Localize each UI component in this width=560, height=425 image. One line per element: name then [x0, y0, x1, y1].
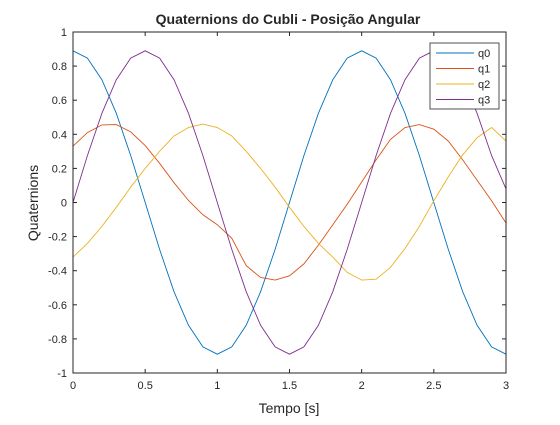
x-axis-label: Tempo [s]: [259, 400, 320, 416]
x-tick-label: 1: [214, 380, 220, 392]
x-tick-label: 0.5: [138, 380, 153, 392]
x-tick-label: 2: [359, 380, 365, 392]
y-tick-label: 0.4: [52, 129, 67, 141]
x-tick-label: 2.5: [426, 380, 441, 392]
y-tick-label: -0.6: [48, 300, 67, 312]
plot-area: 0 0.5 1 1.5 2 2.5 3 -1 -0.8 -0.6 -0.4 -0.2 0 0.2 0.4 0.…: [48, 27, 509, 392]
x-tick-label: 3: [503, 380, 509, 392]
legend-label-q2: q2: [478, 79, 490, 91]
y-tick-label: 0.2: [52, 163, 67, 175]
y-tick-label: 0.8: [52, 61, 67, 73]
legend-label-q3: q3: [478, 95, 490, 107]
series-line-q1: [72, 124, 507, 281]
chart-title: Quaternions do Cubli - Posição Angular: [156, 11, 421, 27]
x-tick-label: 0: [70, 380, 76, 392]
y-tick-label: -0.8: [48, 334, 67, 346]
series-line-q2: [72, 123, 507, 281]
legend-box: [429, 42, 500, 110]
legend-label-q1: q1: [478, 64, 490, 76]
y-tick-label: -0.2: [48, 232, 67, 244]
y-tick-label: 0: [61, 198, 67, 210]
y-tick-label: -1: [57, 368, 67, 380]
x-tick-label: 1.5: [282, 380, 297, 392]
y-axis-label: Quaternions: [25, 165, 41, 241]
series-line-q0: [72, 50, 507, 355]
legend-label-q0: q0: [478, 48, 490, 60]
y-tick-label: 0.6: [52, 95, 67, 107]
y-tick-label: -0.4: [48, 266, 67, 278]
y-tick-label: 1: [61, 27, 67, 39]
